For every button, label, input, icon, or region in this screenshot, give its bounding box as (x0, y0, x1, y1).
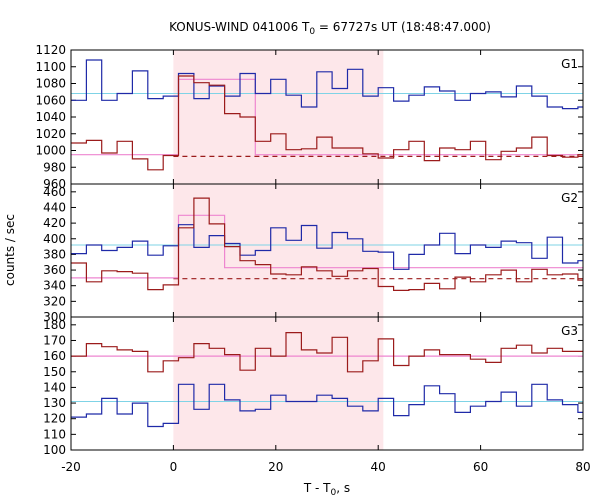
y-tick-label: 320 (43, 294, 66, 308)
pink-model-line (71, 214, 583, 279)
panel-g1: 960 980 1000 1020 1040 1060 1080 1100 1120 G1 (35, 43, 584, 191)
y-axis-label: counts / sec (3, 214, 17, 286)
y-tick-label: 960 (43, 177, 66, 191)
y-tick-label: 110 (43, 427, 66, 441)
y-tick-label: 1020 (35, 127, 66, 141)
y-tick-label: 1120 (35, 43, 66, 57)
y-tick-label: 420 (43, 216, 66, 230)
plot-area: 9609801000102010401060108011001120G13003… (35, 43, 590, 474)
y-tick-label: 380 (43, 247, 66, 261)
y-tick-label: 1080 (35, 77, 66, 91)
red-series-line (71, 332, 583, 373)
blue-series-line (71, 383, 583, 428)
y-tick-label: 1040 (35, 110, 66, 124)
red-series-line (71, 197, 583, 291)
burst-interval-shading (173, 50, 384, 450)
y-tick-label: 130 (43, 396, 66, 410)
x-tick-label: 60 (473, 460, 488, 474)
y-tick-label: 360 (43, 263, 66, 277)
y-tick-label: 170 (43, 333, 66, 347)
y-tick-label: 1000 (35, 144, 66, 158)
y-tick-label: 440 (43, 200, 66, 214)
x-tick-label: 0 (170, 460, 178, 474)
y-tick-label: 300 (43, 310, 66, 324)
y-tick-label: 120 (43, 412, 66, 426)
y-tick-label: 180 (43, 318, 66, 332)
pink-model-line (71, 78, 583, 156)
y-tick-label: 980 (43, 160, 66, 174)
x-axis-label: T - T0, s (303, 481, 350, 498)
blue-series-line (71, 224, 583, 270)
y-tick-label: 140 (43, 380, 66, 394)
panel-label: G3 (561, 324, 578, 338)
x-tick-label: -20 (61, 460, 81, 474)
y-tick-label: 460 (43, 185, 66, 199)
y-tick-label: 150 (43, 365, 66, 379)
y-tick-label: 340 (43, 279, 66, 293)
blue-series-line (71, 59, 583, 110)
panel-frame (70, 316, 584, 451)
chart-title: KONUS-WIND 041006 T0 = 67727s UT (18:48:… (169, 20, 491, 37)
x-tick-label: 40 (371, 460, 386, 474)
y-tick-label: 400 (43, 232, 66, 246)
panel-label: G1 (561, 57, 578, 71)
x-tick-label: 20 (268, 460, 283, 474)
y-tick-label: 1100 (35, 60, 66, 74)
panel-label: G2 (561, 191, 578, 205)
y-tick-label: 1060 (35, 93, 66, 107)
red-series-line (71, 75, 583, 171)
x-tick-label: 80 (575, 460, 590, 474)
y-tick-label: 100 (43, 443, 66, 457)
y-tick-label: 160 (43, 349, 66, 363)
